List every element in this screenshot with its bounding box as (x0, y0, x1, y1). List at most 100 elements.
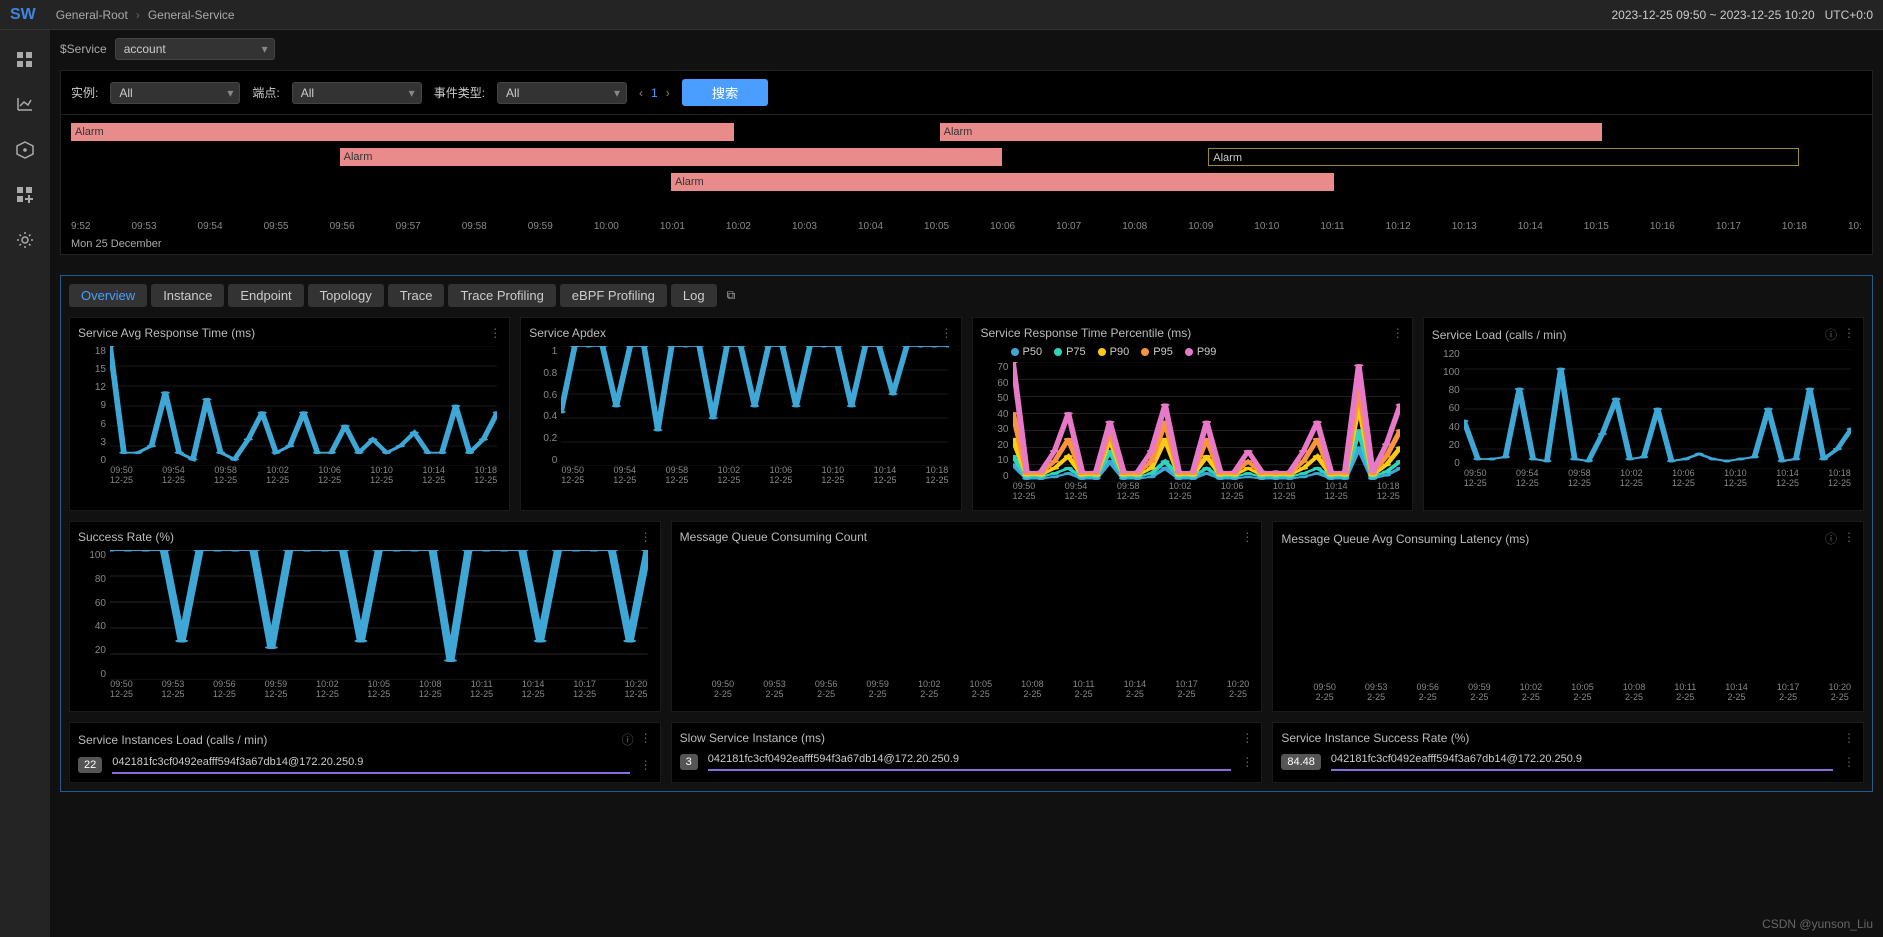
tab-ebpf-profiling[interactable]: eBPF Profiling (560, 284, 667, 307)
timeline-tick: 10: (1848, 221, 1862, 232)
timeline-tick: 10:09 (1188, 221, 1213, 232)
sidebar (0, 30, 50, 937)
metric-badge: 3 (680, 754, 698, 770)
breadcrumb-root[interactable]: General-Root (56, 8, 128, 22)
timeline-tick: 10:00 (594, 221, 619, 232)
copy-icon[interactable]: ⧉ (727, 288, 736, 303)
timeline-tick: 10:06 (990, 221, 1015, 232)
alert-icon[interactable] (15, 140, 35, 160)
chart-title: Service Avg Response Time (ms) (78, 326, 255, 340)
timeline-tick: 10:02 (726, 221, 751, 232)
alarm-bar[interactable]: Alarm (1208, 148, 1799, 166)
timeline-tick: 10:16 (1650, 221, 1675, 232)
bar-panel: Service Instances Load (calls / min)ⓘ⋮22… (69, 722, 661, 783)
row-more-icon[interactable]: ⋮ (640, 758, 652, 772)
endpoint-label: 端点: (252, 84, 279, 101)
more-icon[interactable]: ⋮ (640, 731, 652, 748)
dashboard-icon[interactable] (15, 50, 35, 70)
widget-icon[interactable] (15, 185, 35, 205)
instance-label: 042181fc3cf0492eafff594f3a67db14@172.20.… (1331, 753, 1833, 765)
chart-title: Service Instance Success Rate (%) (1281, 731, 1469, 745)
page-next[interactable]: › (666, 86, 670, 100)
chart-title: Success Rate (%) (78, 530, 174, 544)
alarm-timeline: Alarm Alarm Alarm Alarm Alarm 9:52 09:53 09:54… (60, 115, 1873, 255)
more-icon[interactable]: ⋮ (1843, 530, 1855, 547)
alarm-bar[interactable]: Alarm (940, 123, 1603, 141)
timeline-tick: 10:05 (924, 221, 949, 232)
page-prev[interactable]: ‹ (639, 86, 643, 100)
time-range[interactable]: 2023-12-25 09:50 ~ 2023-12-25 10:20 (1611, 8, 1814, 22)
endpoint-select[interactable]: All (292, 82, 422, 104)
timeline-tick: 10:14 (1518, 221, 1543, 232)
more-icon[interactable]: ⋮ (489, 326, 501, 340)
timeline-tick: 09:55 (264, 221, 289, 232)
settings-icon[interactable] (15, 230, 35, 250)
timeline-tick: 10:17 (1716, 221, 1741, 232)
chart-panel: Message Queue Avg Consuming Latency (ms)… (1272, 521, 1864, 712)
instance-select[interactable]: All (110, 82, 240, 104)
timeline-tick: 9:52 (71, 221, 90, 232)
timeline-tick: 10:12 (1386, 221, 1411, 232)
instance-label: 042181fc3cf0492eafff594f3a67db14@172.20.… (112, 756, 629, 768)
timeline-tick: 09:56 (330, 221, 355, 232)
tab-endpoint[interactable]: Endpoint (228, 284, 303, 307)
timezone[interactable]: UTC+0:0 (1825, 8, 1873, 22)
more-icon[interactable]: ⋮ (1241, 731, 1253, 745)
logo: SW (10, 6, 36, 24)
more-icon[interactable]: ⋮ (941, 326, 953, 340)
chart-title: Service Apdex (529, 326, 606, 340)
metric-badge: 84.48 (1281, 754, 1321, 770)
more-icon[interactable]: ⋮ (1843, 326, 1855, 343)
chart-panel: Success Rate (%)⋮10080604020009:5012-250… (69, 521, 661, 712)
timeline-tick: 09:54 (198, 221, 223, 232)
breadcrumb-sep: › (136, 8, 140, 22)
chart-title: Slow Service Instance (ms) (680, 731, 825, 745)
chart-icon[interactable] (15, 95, 35, 115)
more-icon[interactable]: ⋮ (1843, 731, 1855, 745)
timeline-tick: 09:53 (131, 221, 156, 232)
timeline-tick: 10:10 (1254, 221, 1279, 232)
row-more-icon[interactable]: ⋮ (1241, 755, 1253, 769)
info-icon[interactable]: ⓘ (622, 731, 634, 748)
row-more-icon[interactable]: ⋮ (1843, 755, 1855, 769)
chart-title: Service Instances Load (calls / min) (78, 733, 267, 747)
chart-title: Service Load (calls / min) (1432, 328, 1567, 342)
timeline-tick: 09:59 (528, 221, 553, 232)
timeline-tick: 10:13 (1452, 221, 1477, 232)
page-current: 1 (651, 86, 658, 100)
chart-panel: Service Apdex⋮10.80.60.40.2009:5012-2509… (520, 317, 961, 511)
tab-trace[interactable]: Trace (388, 284, 445, 307)
chart-title: Message Queue Consuming Count (680, 530, 867, 544)
breadcrumb-current[interactable]: General-Service (148, 8, 235, 22)
more-icon[interactable]: ⋮ (1241, 530, 1253, 544)
timeline-tick: 10:07 (1056, 221, 1081, 232)
info-icon[interactable]: ⓘ (1825, 326, 1837, 343)
tab-overview[interactable]: Overview (69, 284, 147, 307)
legend: P50P75P90P95P99 (981, 346, 1404, 358)
timeline-tick: 10:15 (1584, 221, 1609, 232)
more-icon[interactable]: ⋮ (1392, 326, 1404, 340)
bar-panel: Slow Service Instance (ms) ⋮ 3 042181fc3cf0… (671, 722, 1263, 783)
more-icon[interactable]: ⋮ (640, 530, 652, 544)
tab-topology[interactable]: Topology (308, 284, 384, 307)
eventtype-label: 事件类型: (434, 84, 485, 101)
tab-log[interactable]: Log (671, 284, 717, 307)
instance-label: 042181fc3cf0492eafff594f3a67db14@172.20.… (708, 753, 1232, 765)
tab-trace-profiling[interactable]: Trace Profiling (448, 284, 555, 307)
timeline-tick: 10:04 (858, 221, 883, 232)
tabs: OverviewInstanceEndpointTopologyTraceTra… (69, 284, 1864, 307)
timeline-tick: 09:58 (462, 221, 487, 232)
timeline-tick: 10:03 (792, 221, 817, 232)
alarm-bar[interactable]: Alarm (340, 148, 1003, 166)
alarm-bar[interactable]: Alarm (671, 173, 1334, 191)
search-button[interactable]: 搜索 (682, 79, 769, 106)
alarm-bar[interactable]: Alarm (71, 123, 734, 141)
tab-instance[interactable]: Instance (151, 284, 224, 307)
watermark: CSDN @yunson_Liu (1762, 917, 1873, 931)
eventtype-select[interactable]: All (497, 82, 627, 104)
info-icon[interactable]: ⓘ (1825, 530, 1837, 547)
topbar: SW General-Root › General-Service 2023-1… (0, 0, 1883, 30)
timeline-tick: 10:01 (660, 221, 685, 232)
bar-panel: Service Instance Success Rate (%) ⋮ 84.48 0… (1272, 722, 1864, 783)
service-select[interactable]: account (115, 38, 275, 60)
